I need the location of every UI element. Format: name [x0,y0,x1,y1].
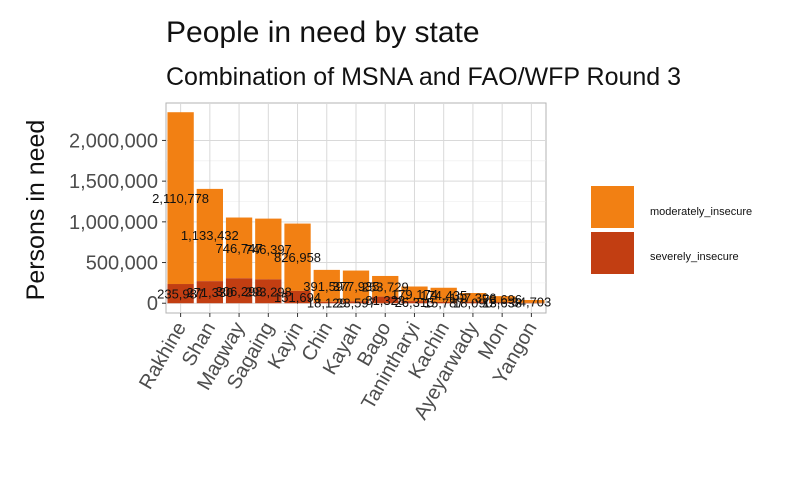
bar-severely-insecure [489,302,516,304]
data-label-moderately-insecure: 34,703 [512,294,552,309]
data-label-moderately-insecure: 107,396 [449,290,496,305]
bar-moderately-insecure [430,287,457,302]
y-axis: 0 500,000 1,000,000 1,500,000 2,000,000 [69,130,166,315]
x-axis: RakhineShanMagwaySagaingKayinChinKayahBa… [135,313,542,424]
bar-moderately-insecure [167,112,194,285]
bar-moderately-insecure [342,270,370,302]
bars-layer [167,112,545,304]
legend-key-severely-insecure [591,232,634,274]
legend: moderately_insecure severely_insecure [591,186,752,274]
bar-severely-insecure [255,279,282,304]
y-tick-label: 1,000,000 [69,212,158,234]
bar-severely-insecure [284,290,311,304]
data-labels-layer: 2,110,778 235,987 1,133,432 271,330 746,747 3… [152,191,551,311]
data-label-severely-insecure: 151,694 [274,290,321,305]
data-label-severely-insecure: 306,298 [216,284,263,299]
bar-moderately-insecure [401,286,428,302]
data-label-severely-insecure: 18,129 [307,295,347,310]
chart-subtitle: Combination of MSNA and FAO/WFP Round 3 [166,63,681,91]
data-label-moderately-insecure: 391,597 [303,279,350,294]
bar-severely-insecure [167,284,194,304]
bar-moderately-insecure [225,217,253,279]
bar-moderately-insecure [284,223,311,291]
y-tick-label: 1,500,000 [69,171,158,193]
data-label-moderately-insecure: 377,935 [333,279,380,294]
bar-moderately-insecure [459,293,487,302]
bar-severely-insecure [430,301,457,304]
data-label-moderately-insecure: 174,435 [420,288,467,303]
data-label-severely-insecure: 13,638 [482,296,522,311]
y-tick-label: 2,000,000 [69,130,158,152]
data-label-moderately-insecure: 826,958 [274,250,321,265]
bar-severely-insecure [372,296,399,304]
data-label-severely-insecure: 23,597 [336,295,376,310]
bar-severely-insecure [342,301,370,304]
data-label-severely-insecure: 271,330 [186,285,233,300]
bar-severely-insecure [401,301,428,304]
data-label-severely-insecure: 15,787 [424,296,464,311]
data-label-moderately-insecure: 1,133,432 [181,228,239,243]
data-label-severely-insecure: 26,315 [395,295,435,310]
data-label-moderately-insecure: 179,174 [391,287,438,302]
data-label-severely-insecure: 293,298 [245,284,292,299]
data-label-severely-insecure: 18,090 [453,295,493,310]
data-label-severely-insecure: 81,328 [365,293,405,308]
bar-moderately-insecure [196,188,223,282]
bar-severely-insecure [313,301,340,304]
legend-label-moderately-insecure: moderately_insecure [650,206,752,218]
bar-severely-insecure [225,278,253,304]
bar-moderately-insecure [313,269,340,302]
chart-title: People in need by state [166,16,480,49]
data-label-moderately-insecure: 73,696 [482,292,522,307]
data-label-severely-insecure: 235,987 [157,287,204,302]
data-label-moderately-insecure: 2,110,778 [152,191,209,206]
data-label-moderately-insecure: 746,747 [216,241,263,256]
legend-key-moderately-insecure [591,186,634,228]
bar-moderately-insecure [518,300,545,303]
bar-severely-insecure [459,301,487,304]
bar-severely-insecure [196,281,223,304]
legend-label-severely-insecure: severely_insecure [650,251,739,263]
y-tick-label: 500,000 [86,253,158,275]
bar-moderately-insecure [255,218,282,280]
bar-moderately-insecure [489,296,516,303]
bar-moderately-insecure [372,275,399,297]
y-tick-label: 0 [147,293,158,315]
data-label-moderately-insecure: 746,397 [245,242,292,257]
y-axis-label: Persons in need [22,120,50,301]
data-label-moderately-insecure: 253,729 [362,279,409,294]
